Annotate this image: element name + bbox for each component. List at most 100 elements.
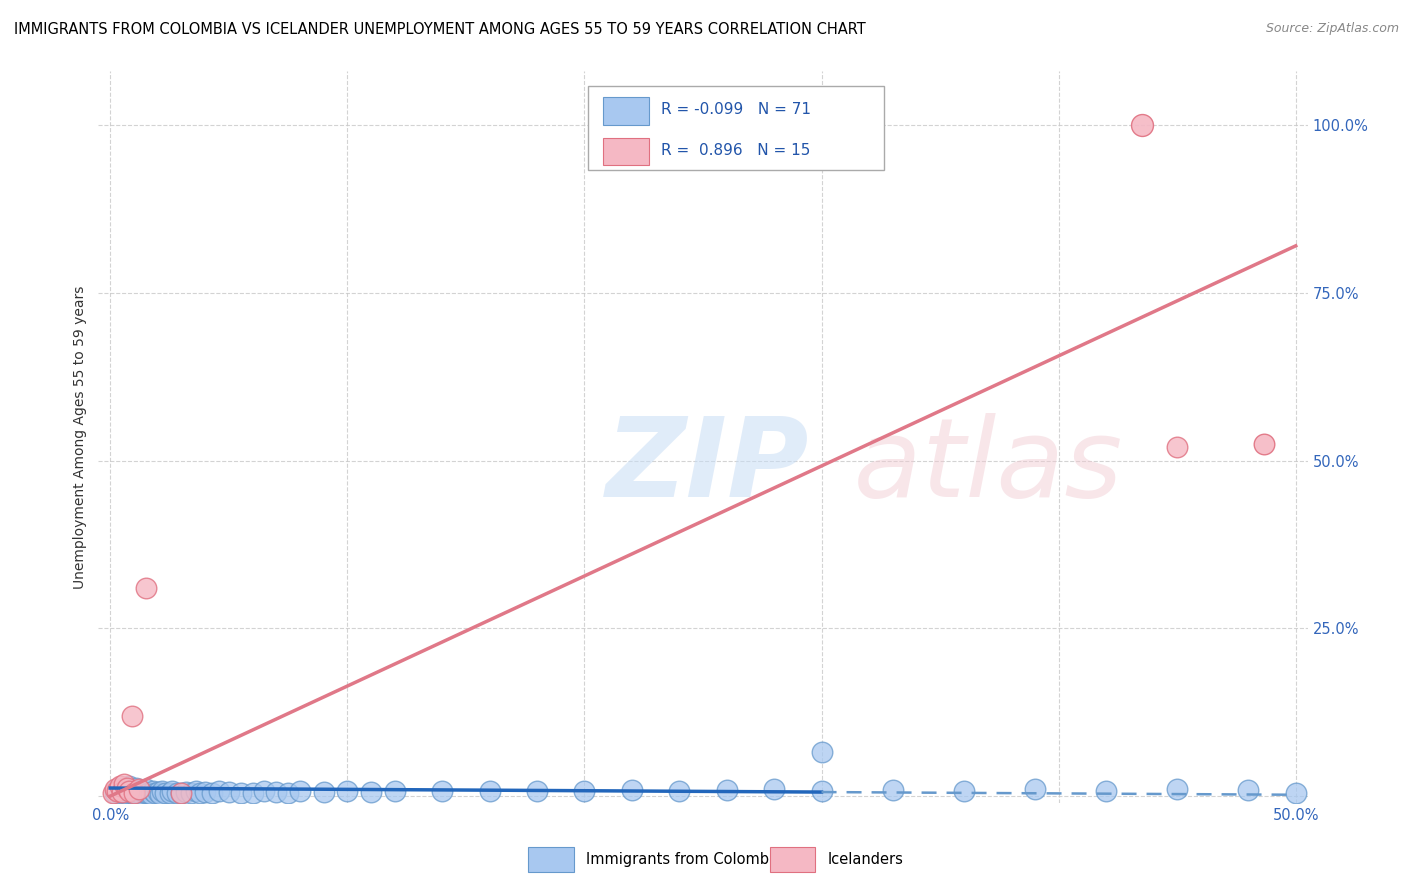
Point (143, 786, 166, 800)
Point (118, 779, 141, 793)
Point (336, 784, 359, 798)
Point (952, 783, 974, 797)
Point (111, 785, 134, 799)
Point (128, 786, 150, 800)
Point (229, 786, 252, 800)
Point (111, 780, 134, 795)
Point (384, 784, 406, 798)
Text: Icelanders: Icelanders (828, 852, 904, 867)
Point (1285, 786, 1308, 800)
Point (1237, 783, 1260, 797)
FancyBboxPatch shape (588, 86, 884, 170)
Point (125, 780, 148, 795)
Point (166, 786, 188, 800)
Point (104, 786, 127, 800)
Point (277, 786, 299, 800)
Point (174, 785, 197, 799)
Point (152, 783, 174, 797)
Point (1166, 782, 1188, 797)
Point (105, 782, 128, 797)
Point (170, 786, 193, 800)
Point (264, 785, 287, 799)
Point (105, 783, 128, 797)
Point (129, 787, 152, 801)
Point (139, 787, 162, 801)
Y-axis label: Unemployment Among Ages 55 to 59 years: Unemployment Among Ages 55 to 59 years (73, 285, 87, 589)
Point (115, 787, 138, 801)
Point (312, 785, 335, 799)
Point (208, 784, 231, 798)
Point (810, 783, 832, 797)
Point (242, 786, 264, 800)
Point (763, 782, 786, 797)
Point (135, 782, 157, 797)
Point (526, 783, 548, 797)
Point (128, 784, 150, 798)
Point (184, 784, 207, 798)
Point (882, 783, 904, 797)
Text: R = -0.099   N = 71: R = -0.099 N = 71 (661, 103, 811, 117)
Point (153, 786, 176, 800)
Point (1253, 437, 1275, 451)
Point (121, 786, 143, 800)
Point (108, 787, 131, 801)
Point (574, 783, 596, 797)
Point (478, 784, 501, 798)
Point (115, 783, 138, 797)
Point (114, 785, 136, 799)
Point (118, 786, 141, 800)
Point (101, 786, 124, 800)
Point (108, 779, 131, 793)
Point (1095, 783, 1118, 797)
Point (132, 785, 155, 799)
Text: atlas: atlas (606, 413, 1122, 520)
Point (121, 708, 143, 723)
Point (218, 785, 240, 799)
Point (201, 786, 224, 800)
Text: ZIP: ZIP (606, 413, 810, 520)
Point (146, 785, 169, 799)
Point (111, 786, 134, 800)
Point (122, 783, 145, 797)
Point (136, 786, 159, 800)
Point (108, 783, 131, 797)
Point (253, 784, 276, 798)
Point (194, 785, 217, 799)
Point (104, 782, 127, 797)
Point (135, 786, 157, 800)
Bar (527, 847, 574, 872)
Point (125, 786, 148, 800)
Point (142, 784, 165, 798)
Bar (603, 97, 648, 125)
Bar (603, 137, 648, 166)
Text: R =  0.896   N = 15: R = 0.896 N = 15 (661, 143, 810, 158)
Point (432, 783, 454, 797)
Point (114, 777, 136, 791)
Text: IMMIGRANTS FROM COLOMBIA VS ICELANDER UNEMPLOYMENT AMONG AGES 55 TO 59 YEARS COR: IMMIGRANTS FROM COLOMBIA VS ICELANDER UN… (14, 22, 866, 37)
Bar (769, 847, 815, 872)
Point (1024, 782, 1046, 797)
Point (122, 786, 145, 800)
Point (135, 581, 157, 595)
Point (129, 783, 152, 797)
Point (1130, 118, 1153, 132)
Point (160, 784, 183, 798)
Point (115, 780, 138, 795)
Text: Immigrants from Colombia: Immigrants from Colombia (586, 852, 782, 867)
Point (1166, 440, 1188, 454)
Point (149, 787, 172, 801)
Point (360, 785, 382, 799)
Point (716, 783, 738, 797)
Point (170, 786, 193, 800)
Point (128, 782, 150, 797)
Point (159, 786, 181, 800)
Point (122, 787, 145, 801)
Point (121, 782, 143, 797)
Point (190, 786, 212, 800)
Point (668, 783, 690, 797)
Text: Source: ZipAtlas.com: Source: ZipAtlas.com (1265, 22, 1399, 36)
Point (620, 783, 643, 797)
Point (810, 746, 832, 760)
Point (288, 784, 311, 798)
Point (180, 786, 202, 800)
